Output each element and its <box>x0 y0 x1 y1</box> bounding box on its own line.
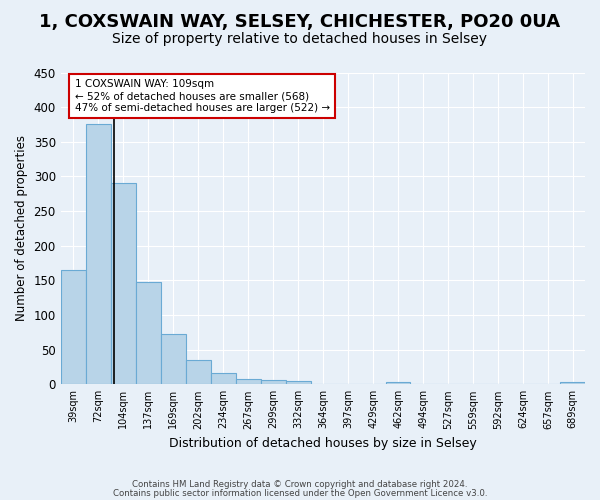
Bar <box>260 380 286 384</box>
Text: Contains public sector information licensed under the Open Government Licence v3: Contains public sector information licen… <box>113 488 487 498</box>
Text: 1 COXSWAIN WAY: 109sqm
← 52% of detached houses are smaller (568)
47% of semi-de: 1 COXSWAIN WAY: 109sqm ← 52% of detached… <box>74 80 329 112</box>
Bar <box>211 373 236 384</box>
Text: Size of property relative to detached houses in Selsey: Size of property relative to detached ho… <box>113 32 487 46</box>
Bar <box>161 334 186 384</box>
Bar <box>61 270 86 384</box>
Bar <box>86 124 110 384</box>
Y-axis label: Number of detached properties: Number of detached properties <box>15 136 28 322</box>
Bar <box>386 382 410 384</box>
Text: Contains HM Land Registry data © Crown copyright and database right 2024.: Contains HM Land Registry data © Crown c… <box>132 480 468 489</box>
Bar <box>560 382 585 384</box>
Text: 1, COXSWAIN WAY, SELSEY, CHICHESTER, PO20 0UA: 1, COXSWAIN WAY, SELSEY, CHICHESTER, PO2… <box>40 12 560 30</box>
X-axis label: Distribution of detached houses by size in Selsey: Distribution of detached houses by size … <box>169 437 477 450</box>
Bar <box>110 184 136 384</box>
Bar <box>136 282 161 384</box>
Bar <box>236 380 260 384</box>
Bar <box>286 381 311 384</box>
Bar <box>186 360 211 384</box>
